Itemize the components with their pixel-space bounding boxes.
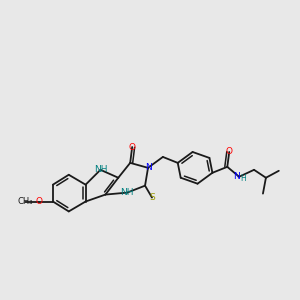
Text: O: O [226, 148, 233, 157]
Text: H: H [240, 174, 246, 183]
Text: N: N [145, 163, 152, 172]
Text: CH₃: CH₃ [17, 197, 33, 206]
Text: NH: NH [94, 165, 107, 174]
Text: S: S [149, 193, 155, 202]
Text: N: N [233, 172, 240, 181]
Text: NH: NH [121, 188, 134, 197]
Text: O: O [35, 197, 43, 206]
Text: O: O [129, 142, 136, 152]
